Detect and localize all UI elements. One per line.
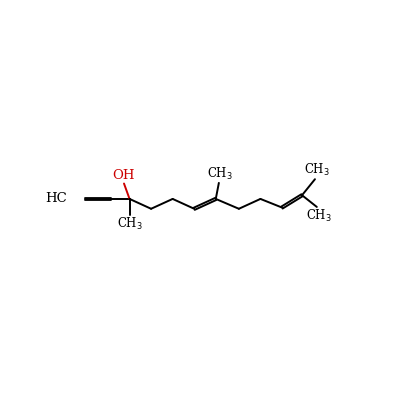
Text: CH$_3$: CH$_3$ <box>208 166 233 182</box>
Text: CH$_3$: CH$_3$ <box>304 162 330 178</box>
Text: CH$_3$: CH$_3$ <box>116 216 142 232</box>
Text: OH: OH <box>113 169 135 182</box>
Text: HC: HC <box>45 192 67 206</box>
Text: CH$_3$: CH$_3$ <box>306 208 332 224</box>
